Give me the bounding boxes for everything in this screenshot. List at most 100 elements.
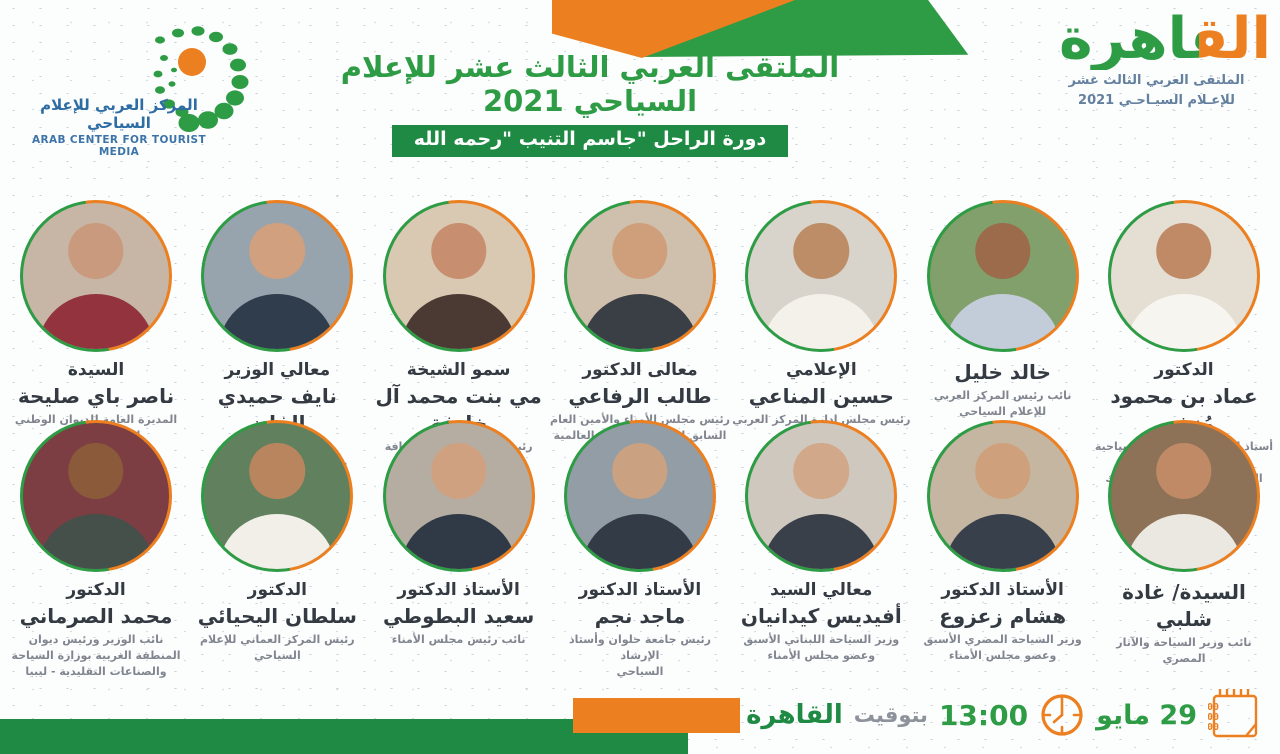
silhouette-torso	[1125, 293, 1243, 349]
speaker-description: وزير السياحة المصري الأسبق وعضو مجلس الأ…	[923, 632, 1082, 662]
speaker-description: نائب الوزير ورئيس ديوان المنطقة الغربية …	[11, 632, 181, 678]
silhouette-torso	[944, 293, 1062, 349]
spiral-dots-logo-icon	[153, 26, 249, 132]
speaker-honorific: الأستاذ الدكتور	[941, 580, 1064, 600]
speaker-card: الإعلامي حسين المناعي رئيس مجلس إدارة ال…	[731, 200, 911, 503]
speaker-photo-frame	[926, 200, 1079, 352]
speaker-card: معالي الوزير نايف حميدي الفايز وزير السي…	[187, 200, 367, 503]
silhouette-torso	[1125, 513, 1243, 569]
orange-dot	[178, 48, 206, 76]
silhouette-torso	[762, 513, 880, 569]
speaker-description: وزير السياحة اللبناني الأسبق وعضو مجلس ا…	[743, 632, 900, 662]
silhouette-torso	[37, 513, 155, 569]
speaker-description: نائب وزير السياحة والآثار المصري	[1116, 636, 1252, 665]
speaker-card: معالي السيد أفيديس كيدانيان وزير السياحة…	[731, 420, 911, 680]
speaker-honorific: سمو الشيخة	[406, 360, 511, 380]
silhouette-torso	[400, 513, 518, 569]
silhouette-head	[612, 443, 668, 499]
silhouette-torso	[37, 293, 155, 349]
speaker-photo-frame	[382, 420, 535, 572]
speaker-photo-frame	[745, 420, 898, 572]
speaker-name: حسين المناعي	[748, 383, 894, 408]
speaker-photo-frame	[563, 420, 716, 572]
forum-logo-line2: للإعـلام السيـاحـي 2021	[1078, 92, 1235, 108]
speaker-name: طالب الرفاعي	[568, 383, 712, 408]
speaker-photo	[385, 423, 532, 569]
speaker-honorific: معالى الدكتور	[582, 360, 698, 380]
speaker-photo-frame	[201, 420, 354, 572]
event-time: 13:00	[938, 698, 1029, 732]
speaker-name: سعيد البطوطي	[383, 603, 535, 628]
event-title: الملتقى العربي الثالث عشر للإعلام السياح…	[340, 50, 840, 118]
speaker-photo	[1110, 423, 1257, 569]
speaker-honorific: الدكتور	[247, 580, 307, 600]
speaker-photo	[23, 203, 169, 349]
silhouette-head	[430, 443, 487, 499]
speaker-name: أفيديس كيدانيان	[740, 603, 902, 628]
speaker-name: خالد خليل	[954, 360, 1051, 384]
silhouette-head	[1156, 223, 1212, 279]
footer-datetime: x000 x000 x00 29 مايو 13:00 بتوقيت القاه…	[746, 686, 1264, 744]
silhouette-head	[793, 223, 850, 279]
silhouette-head	[793, 443, 850, 499]
speakers-row-2: الدكتور محمد الصرماني نائب الوزير ورئيس …	[6, 420, 1274, 680]
speaker-card: سمو الشيخة مي بنت محمد آل خليفة رئيسة هي…	[369, 200, 549, 503]
header: الملتقى العربي الثالث عشر للإعلام السياح…	[280, 50, 900, 157]
speaker-card: الدكتور سلطان اليحيائي رئيس المركز العما…	[187, 420, 367, 680]
svg-text:x00: x00	[1208, 722, 1219, 733]
arab-center-name-arabic: المركز العربي للإعلام السياحي	[40, 96, 198, 132]
silhouette-torso	[581, 293, 699, 349]
cairo-forum-logo: القاهرة الملتقى العربي الثالث عشر للإعـل…	[1059, 9, 1271, 111]
silhouette-head	[974, 223, 1031, 279]
speaker-description: نائب رئيس المركز العربي للإعلام السياحي	[933, 389, 1072, 418]
clock-icon	[1041, 694, 1083, 736]
speaker-honorific: معالي الوزير	[224, 360, 331, 380]
speaker-honorific: الأستاذ الدكتور	[578, 580, 702, 600]
speaker-photo	[929, 203, 1076, 349]
speaker-photo-frame	[382, 200, 535, 352]
svg-text:x000: x000	[1208, 702, 1219, 713]
speaker-name: محمد الصرماني	[19, 603, 173, 628]
arab-center-logo: المركز العربي للإعلام السياحي ARAB CENTE…	[8, 22, 278, 162]
speaker-name: ناصر باي صليحة	[17, 383, 175, 408]
speaker-name: السيدة/ غادة شلبي	[1122, 580, 1246, 631]
timezone-city: القاهرة	[746, 700, 843, 730]
speaker-photo	[1110, 203, 1257, 349]
silhouette-head	[249, 443, 306, 499]
speaker-photo	[204, 423, 351, 569]
speaker-card: الأستاذ الدكتور سعيد البطوطي نائب رئيس م…	[369, 420, 549, 680]
silhouette-torso	[762, 293, 880, 349]
speaker-photo-frame	[1107, 200, 1260, 352]
speaker-honorific: السيدة	[67, 360, 125, 380]
speaker-honorific: الدكتور	[66, 580, 126, 600]
footer-orange-band	[573, 698, 740, 733]
calendar-icon: x000 x000 x00	[1208, 689, 1258, 738]
cairo-calligraphy-wordmark: القاهرة	[1059, 6, 1271, 72]
speaker-card: الدكتور محمد الصرماني نائب الوزير ورئيس …	[6, 420, 186, 680]
silhouette-head	[430, 223, 487, 279]
speaker-name: هشام زعزوع	[939, 603, 1067, 628]
arab-center-name-english: ARAB CENTER FOR TOURIST MEDIA	[31, 134, 207, 158]
silhouette-head	[974, 443, 1031, 499]
speaker-honorific: الدكتور	[1154, 360, 1214, 380]
speaker-photo	[748, 423, 895, 569]
speaker-photo	[204, 203, 351, 349]
silhouette-head	[1156, 443, 1212, 499]
speaker-card: السيدة/ غادة شلبي نائب وزير السياحة والآ…	[1094, 420, 1274, 680]
speaker-photo	[748, 203, 895, 349]
speaker-description: رئيس المركز العماني للإعلام السياحي	[200, 632, 355, 662]
silhouette-head	[612, 223, 668, 279]
silhouette-torso	[218, 513, 336, 569]
silhouette-torso	[218, 293, 336, 349]
speaker-photo	[929, 423, 1076, 569]
speaker-honorific: الإعلامي	[785, 360, 857, 380]
silhouette-torso	[581, 513, 699, 569]
speaker-photo-frame	[563, 200, 716, 352]
speaker-photo	[566, 203, 713, 349]
event-date: 29 مايو	[1096, 699, 1197, 731]
event-subtitle-banner: دورة الراحل "جاسم التنيب "رحمه الله	[391, 125, 789, 157]
speaker-honorific: معالي السيد	[770, 580, 873, 600]
speaker-card: الأستاذ الدكتور هشام زعزوع وزير السياحة …	[913, 420, 1093, 680]
speaker-photo-frame	[1107, 420, 1260, 572]
silhouette-head	[68, 223, 124, 279]
